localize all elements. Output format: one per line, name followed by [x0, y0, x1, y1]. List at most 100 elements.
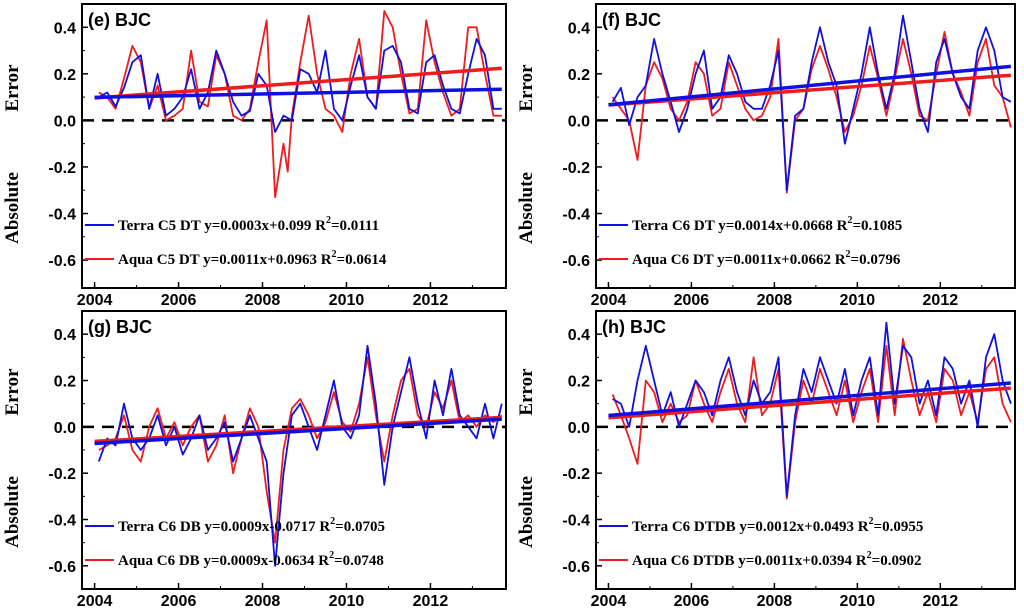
legend-equation: y=0.0009x-0.0717 R — [205, 519, 331, 535]
y-tick-label: -0.4 — [48, 207, 76, 224]
legend-r2-superscript: 2 — [846, 249, 851, 260]
trend-line-aqua-c6-db — [94, 415, 502, 444]
x-tick-label: 2012 — [413, 593, 449, 609]
plot-area — [608, 321, 1012, 500]
panel-title: (h) BJC — [602, 317, 666, 337]
trend-line-terra-c5-dt — [94, 87, 502, 100]
y-tick-label: -0.6 — [48, 559, 76, 576]
y-tick-label: -0.2 — [562, 466, 590, 483]
legend-equation: y=0.0011x+0.0963 R — [203, 252, 332, 268]
x-tick-label: 2004 — [77, 593, 113, 609]
plot-frame — [595, 3, 1016, 289]
y-tick-label: 0.0 — [54, 113, 76, 130]
y-tick-label: 0.4 — [568, 327, 590, 344]
legend-r2-value: =0.0796 — [851, 252, 901, 268]
y-axis-label-word: Error — [516, 64, 537, 112]
y-tick-label: -0.2 — [48, 160, 76, 177]
x-tick-label: 2008 — [757, 593, 793, 609]
panel-top-right: 2004 2006 2008 2010 2012 -0.6 -0.4 -0.2 0.0 0.2 0.… — [516, 3, 1016, 309]
x-tick-label: 2008 — [757, 292, 793, 309]
y-tick-label: 0.2 — [568, 374, 590, 391]
y-tick-label: 0.4 — [568, 20, 590, 37]
y-axis-label-word: Absolute — [2, 476, 23, 548]
y-tick-label: -0.6 — [48, 253, 76, 270]
panel-title: (f) BJC — [602, 10, 661, 30]
legend-equation: y=0.0009x-0.0634 R — [203, 553, 329, 569]
x-tick-label: 2004 — [77, 292, 113, 309]
legend-r2-value: =0.1085 — [852, 218, 902, 234]
y-axis-label-word: Error — [516, 368, 537, 416]
legend-series-name: Terra C5 DT — [118, 218, 204, 234]
legend-r2-superscript: 2 — [329, 550, 334, 561]
legend-entry: Aqua C5 DT y=0.0011x+0.0963 R2=0.0614 — [118, 249, 387, 268]
legend-entry: Aqua C6 DT y=0.0011x+0.0662 R2=0.0796 — [632, 249, 901, 268]
y-tick-label: 0.4 — [54, 327, 76, 344]
x-tick-label: 2010 — [840, 593, 876, 609]
legend-r2-value: =0.0748 — [334, 553, 384, 569]
series-line-aqua-c6-dt — [611, 30, 1012, 194]
x-tick-label: 2006 — [161, 292, 197, 309]
panel-title: (e) BJC — [88, 10, 151, 30]
y-axis-label-word: Error — [2, 368, 23, 416]
plot-frame — [81, 3, 507, 289]
x-tick-label: 2008 — [245, 593, 281, 609]
y-tick-label: 0.4 — [54, 20, 76, 37]
y-tick-label: -0.4 — [562, 513, 590, 530]
y-tick-label: -0.2 — [48, 466, 76, 483]
legend-r2-value: =0.0111 — [331, 218, 379, 234]
y-tick-label: 0.0 — [568, 420, 590, 437]
y-tick-label: -0.4 — [562, 207, 590, 224]
series-line-terra-c6-dtdb — [612, 321, 1012, 498]
y-tick-label: 0.2 — [54, 67, 76, 84]
y-tick-label: 0.0 — [568, 113, 590, 130]
y-tick-label: -0.2 — [562, 160, 590, 177]
x-tick-label: 2010 — [840, 292, 876, 309]
panel-bottom-left: 2004 2006 2008 2010 2012 -0.6 -0.4 -0.2 0.0 0.2 0.… — [2, 310, 507, 609]
y-tick-label: -0.6 — [562, 559, 590, 576]
trend-line-terra-c6-dt — [608, 64, 1012, 107]
x-tick-label: 2004 — [591, 593, 627, 609]
y-tick-label: -0.4 — [48, 513, 76, 530]
legend-r2-superscript: 2 — [330, 516, 335, 527]
y-axis-label-word: Error — [2, 64, 23, 112]
legend-r2-superscript: 2 — [332, 249, 337, 260]
x-tick-label: 2006 — [674, 292, 710, 309]
y-axis-label-word: Absolute — [516, 172, 537, 244]
x-tick-label: 2012 — [413, 292, 449, 309]
x-tick-label: 2012 — [923, 593, 959, 609]
trend-line-terra-c6-dtdb — [608, 381, 1011, 418]
x-tick-label: 2010 — [329, 292, 365, 309]
legend-series-name: Aqua C6 DB — [118, 553, 203, 569]
y-axis-label-word: Absolute — [516, 476, 537, 548]
legend-r2-value: =0.0955 — [874, 519, 924, 535]
y-tick-label: -0.6 — [562, 253, 590, 270]
legend-series-name: Terra C6 DTDB — [632, 519, 739, 535]
trend-line-terra-c6-db — [94, 417, 502, 446]
legend-entry: Terra C6 DT y=0.0014x+0.0668 R2=0.1085 — [632, 215, 902, 234]
legend-series-name: Aqua C6 DTDB — [632, 553, 738, 569]
plot-area — [94, 10, 502, 199]
x-tick-label: 2006 — [674, 593, 710, 609]
plot-area — [94, 344, 503, 567]
x-tick-label: 2006 — [161, 593, 197, 609]
legend-r2-superscript: 2 — [867, 550, 872, 561]
legend-r2-value: =0.0902 — [872, 553, 922, 569]
legend-equation: y=0.0014x+0.0668 R — [718, 218, 847, 234]
panel-top-left: 2004 2006 2008 2010 2012 -0.6 -0.4 -0.2 0.0 0.2 0.… — [2, 3, 507, 309]
legend-series-name: Terra C6 DT — [632, 218, 718, 234]
y-tick-label: 0.2 — [568, 67, 590, 84]
legend-entry: Aqua C6 DB y=0.0009x-0.0634 R2=0.0748 — [118, 550, 384, 569]
legend-entry: Terra C6 DB y=0.0009x-0.0717 R2=0.0705 — [118, 516, 385, 535]
trend-line-aqua-c6-dtdb — [608, 386, 1011, 420]
plot-frame — [595, 310, 1016, 590]
series-line-aqua-c6-dtdb — [611, 337, 1012, 500]
legend-r2-value: =0.0705 — [335, 519, 385, 535]
legend-series-name: Terra C6 DB — [118, 519, 205, 535]
legend-r2-superscript: 2 — [869, 516, 874, 527]
legend-r2-superscript: 2 — [847, 215, 852, 226]
y-tick-label: 0.0 — [54, 420, 76, 437]
x-tick-label: 2008 — [245, 292, 281, 309]
x-tick-label: 2004 — [591, 292, 627, 309]
x-tick-label: 2012 — [923, 292, 959, 309]
series-line-terra-c6-dt — [611, 14, 1012, 192]
